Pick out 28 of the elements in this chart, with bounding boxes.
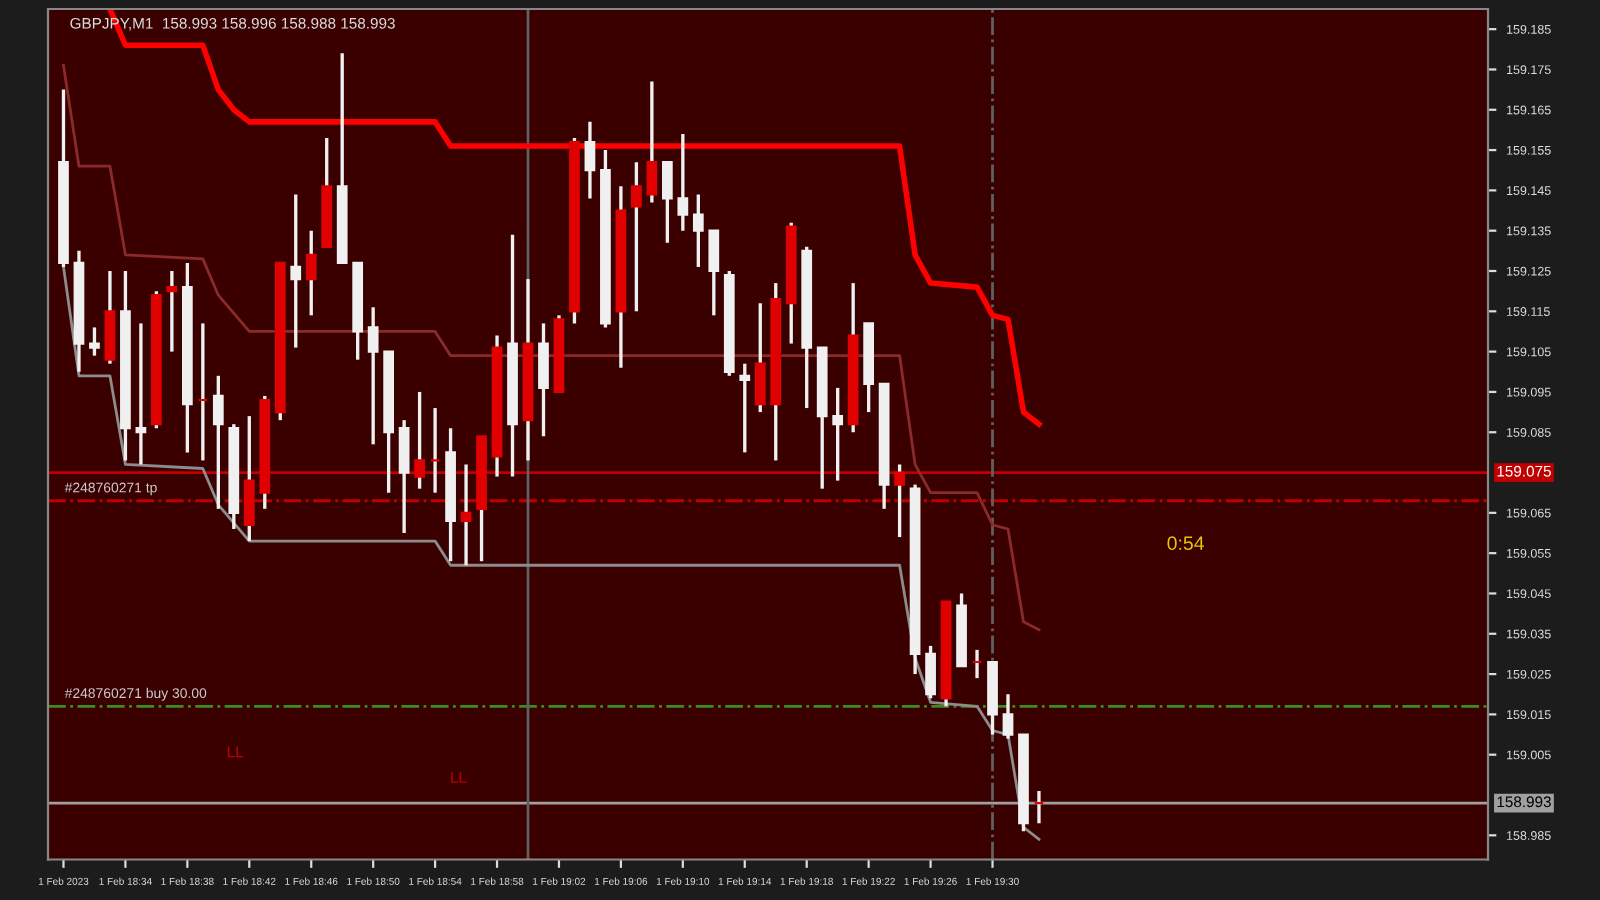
candlestick <box>460 462 472 567</box>
candlestick <box>243 414 255 543</box>
candlestick <box>305 229 317 318</box>
candlestick <box>212 374 224 511</box>
candlestick <box>367 305 379 446</box>
candlestick <box>925 644 936 700</box>
annotation: 0:54 <box>1167 536 1204 551</box>
candlestick <box>135 321 147 467</box>
candlestick <box>584 120 596 201</box>
candlestick <box>414 390 425 491</box>
candlestick <box>708 229 720 318</box>
candlestick <box>89 325 100 358</box>
line-series <box>62 64 1041 632</box>
candlestick <box>832 386 844 483</box>
candlestick <box>754 301 766 414</box>
candlestick <box>692 192 704 269</box>
candlestick <box>290 192 302 350</box>
candlestick <box>1002 692 1014 741</box>
line-series <box>62 265 1041 841</box>
candlestick <box>646 79 658 205</box>
candlestick <box>661 160 673 245</box>
candlestick <box>631 160 642 313</box>
candlestick <box>166 269 178 354</box>
candlestick <box>538 321 549 438</box>
candlestick <box>398 418 410 535</box>
candlestick <box>739 362 751 455</box>
candlestick <box>677 132 689 233</box>
candlestick <box>894 462 905 539</box>
